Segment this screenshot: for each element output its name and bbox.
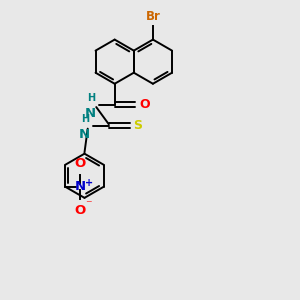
Text: H: H [81,114,89,124]
Text: N: N [85,107,96,120]
Text: +: + [85,178,93,188]
Text: ⁻: ⁻ [85,199,92,212]
Text: Br: Br [146,11,160,23]
Text: N: N [79,128,90,141]
Text: N: N [74,180,86,193]
Text: O: O [74,157,86,170]
Text: H: H [87,93,95,103]
Text: O: O [74,204,86,217]
Text: O: O [139,98,150,111]
Text: S: S [133,119,142,132]
